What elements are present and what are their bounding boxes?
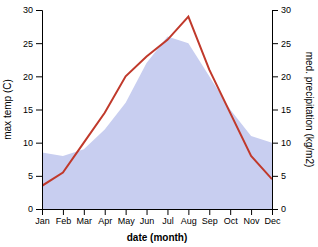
tick: 0 bbox=[272, 204, 286, 214]
tick-label: 25 bbox=[281, 39, 291, 49]
tick-mark bbox=[272, 10, 278, 11]
tick: Mar bbox=[77, 209, 93, 226]
tick-mark bbox=[167, 209, 168, 215]
tick-label: May bbox=[118, 216, 136, 226]
tick-mark bbox=[272, 76, 278, 77]
tick-label: Dec bbox=[264, 216, 281, 226]
tick: 5 bbox=[28, 171, 42, 181]
tick: 30 bbox=[23, 5, 42, 15]
tick-label: Feb bbox=[56, 216, 72, 226]
tick-label: 5 bbox=[281, 171, 286, 181]
tick-mark bbox=[272, 209, 278, 210]
tick-mark bbox=[188, 209, 189, 215]
tick: 20 bbox=[272, 72, 291, 82]
tick: Nov bbox=[244, 209, 261, 226]
tick: 10 bbox=[23, 138, 42, 148]
axis-line bbox=[43, 210, 273, 216]
area bbox=[42, 37, 272, 209]
tick: 20 bbox=[23, 72, 42, 82]
tick-mark bbox=[84, 209, 85, 215]
tick-label: 0 bbox=[28, 204, 33, 214]
tick: Jan bbox=[35, 209, 50, 226]
tick: 30 bbox=[272, 5, 291, 15]
y2-axis-title: med. precipitation (kg/m2) bbox=[304, 52, 315, 168]
tick-label: 15 bbox=[23, 105, 33, 115]
tick-label: Nov bbox=[244, 216, 261, 226]
tick-label: 20 bbox=[23, 72, 33, 82]
tick-mark bbox=[126, 209, 127, 215]
tick: Aug bbox=[181, 209, 197, 226]
axis-line bbox=[36, 11, 43, 210]
tick-label: Jul bbox=[162, 216, 174, 226]
tick-label: 30 bbox=[281, 5, 291, 15]
tick-label: Apr bbox=[98, 216, 112, 226]
tick: 15 bbox=[272, 105, 291, 115]
tick-label: 30 bbox=[23, 5, 33, 15]
tick-label: 0 bbox=[281, 204, 286, 214]
tick-mark bbox=[36, 143, 42, 144]
y-axis-title: max temp (C) bbox=[2, 79, 13, 140]
tick-mark bbox=[251, 209, 252, 215]
y-axis: 0 5 10 15 20 25 30 bbox=[23, 5, 43, 214]
tick-label: Oct bbox=[224, 216, 239, 226]
tick-mark bbox=[272, 110, 278, 111]
tick-mark bbox=[230, 209, 231, 215]
tick: Sep bbox=[202, 209, 218, 226]
marks bbox=[42, 17, 272, 209]
tick-mark bbox=[63, 209, 64, 215]
tick-label: 10 bbox=[281, 138, 291, 148]
tick-mark bbox=[147, 209, 148, 215]
axis-line bbox=[273, 11, 279, 210]
tick: Apr bbox=[98, 209, 112, 226]
tick-mark bbox=[105, 209, 106, 215]
tick-mark bbox=[272, 176, 278, 177]
tick-label: 20 bbox=[281, 72, 291, 82]
y2-axis: 0 5 10 15 20 25 30 bbox=[272, 5, 291, 214]
tick-mark bbox=[272, 43, 278, 44]
tick-mark bbox=[209, 209, 210, 215]
tick-mark bbox=[36, 43, 42, 44]
tick-label: 15 bbox=[281, 105, 291, 115]
tick-label: Aug bbox=[181, 216, 197, 226]
tick: 25 bbox=[272, 39, 291, 49]
x-axis-title: date (month) bbox=[127, 232, 188, 243]
tick-mark bbox=[36, 209, 42, 210]
tick-label: Mar bbox=[77, 216, 93, 226]
tick: Jul bbox=[162, 209, 174, 226]
tick: 25 bbox=[23, 39, 42, 49]
plot: JanFebMarAprMayJunJulAugSepOctNovDec0510… bbox=[23, 5, 291, 226]
tick: Jun bbox=[140, 209, 155, 226]
tick: Feb bbox=[56, 209, 72, 226]
tick-mark bbox=[36, 76, 42, 77]
tick-mark bbox=[272, 143, 278, 144]
tick-label: Jun bbox=[140, 216, 155, 226]
tick-label: Jan bbox=[35, 216, 50, 226]
tick: 15 bbox=[23, 105, 42, 115]
tick-label: 10 bbox=[23, 138, 33, 148]
chart: JanFebMarAprMayJunJulAugSepOctNovDec0510… bbox=[0, 0, 318, 247]
tick-label: 25 bbox=[23, 39, 33, 49]
tick: Oct bbox=[224, 209, 239, 226]
tick-mark bbox=[36, 110, 42, 111]
tick: 5 bbox=[272, 171, 286, 181]
tick-mark bbox=[36, 10, 42, 11]
tick: Dec bbox=[264, 209, 281, 226]
tick: 10 bbox=[272, 138, 291, 148]
tick-mark bbox=[36, 176, 42, 177]
tick-label: 5 bbox=[28, 171, 33, 181]
x-axis: Jan Feb Mar Apr May Jun Jul Aug Sep Oct NovDec bbox=[35, 209, 281, 226]
tick-label: Sep bbox=[202, 216, 218, 226]
tick: May bbox=[118, 209, 136, 226]
line bbox=[42, 17, 272, 186]
tick: 0 bbox=[28, 204, 42, 214]
